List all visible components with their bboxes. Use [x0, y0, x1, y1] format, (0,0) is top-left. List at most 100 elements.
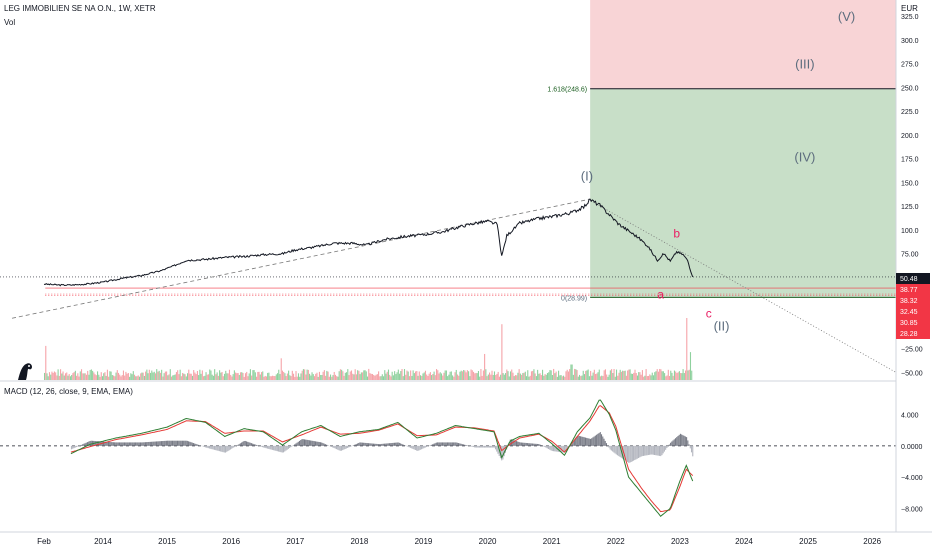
volume-bar	[686, 318, 688, 380]
histogram-bar	[338, 445, 340, 451]
histogram-bar	[285, 445, 287, 451]
volume-bar	[83, 373, 85, 380]
volume-bar	[212, 375, 214, 380]
volume-bar	[148, 369, 150, 380]
histogram-bar	[245, 441, 248, 446]
histogram-bar	[141, 442, 143, 446]
histogram-bar	[228, 445, 230, 451]
histogram-bar	[665, 445, 667, 450]
volume-bar	[407, 371, 409, 380]
histogram-bar	[630, 445, 632, 463]
volume-bar	[200, 373, 202, 380]
volume-bar	[362, 372, 364, 380]
histogram-bar	[571, 443, 573, 446]
histogram-bar	[401, 443, 403, 446]
histogram-bar	[117, 442, 119, 446]
histogram-bar	[174, 440, 176, 446]
histogram-bar	[120, 442, 122, 446]
volume-bar	[252, 370, 254, 380]
histogram-bar	[403, 445, 405, 446]
price-tick-label: 150.0	[901, 180, 919, 187]
time-tick-label: 2014	[94, 537, 112, 546]
volume-bar	[92, 370, 94, 380]
volume-bar	[310, 375, 312, 380]
volume-bar	[400, 371, 402, 380]
volume-bar	[167, 375, 169, 380]
volume-bar	[315, 373, 317, 380]
histogram-bar	[508, 442, 510, 446]
histogram-bar	[181, 440, 183, 446]
histogram-bar	[384, 443, 386, 446]
histogram-bar	[196, 444, 198, 446]
fib-target-zone[interactable]	[590, 0, 896, 89]
histogram-bar	[460, 443, 462, 446]
volume-bar	[124, 375, 126, 380]
volume-bar	[226, 373, 228, 380]
histogram-bar	[290, 445, 292, 448]
histogram-bar	[376, 443, 378, 446]
histogram-bar	[85, 442, 87, 446]
histogram-bar	[266, 445, 269, 449]
histogram-bar	[83, 443, 85, 446]
volume-bar	[652, 375, 655, 380]
histogram-bar	[313, 441, 315, 446]
price-badge-label: 32.45	[900, 309, 918, 316]
volume-bar	[517, 372, 519, 380]
histogram-bar	[173, 440, 175, 446]
histogram-bar	[496, 445, 498, 452]
volume-legend: Vol	[4, 18, 16, 27]
volume-bar	[394, 371, 396, 380]
volume-bar	[668, 376, 671, 380]
histogram-bar	[540, 445, 542, 446]
histogram-bar	[319, 442, 322, 446]
volume-bar	[629, 369, 631, 380]
volume-bar	[633, 372, 635, 380]
volume-bar	[587, 369, 589, 380]
fib-extension-zone[interactable]	[590, 88, 896, 298]
volume-bar	[211, 374, 213, 380]
volume-bar	[328, 376, 330, 380]
histogram-bar	[110, 442, 112, 446]
fibonacci-extension[interactable]: 1.618(248.6) 0(28.99)	[547, 0, 896, 302]
volume-bar	[640, 374, 642, 380]
volume-bar	[578, 374, 581, 380]
volume-bar	[437, 370, 439, 380]
volume-bar	[646, 376, 648, 380]
histogram-bar	[207, 445, 209, 449]
volume-bar	[502, 373, 504, 380]
histogram-bar	[422, 445, 424, 449]
histogram-bar	[660, 445, 662, 457]
histogram-bar	[339, 445, 341, 451]
histogram-bar	[517, 441, 519, 446]
volume-bar	[439, 372, 441, 380]
histogram-bar	[666, 445, 668, 449]
volume-bar	[157, 371, 159, 380]
histogram-bar	[598, 432, 600, 446]
histogram-bar	[396, 442, 398, 446]
histogram-bar	[600, 434, 603, 446]
histogram-bar	[254, 444, 256, 446]
histogram-bar	[168, 440, 170, 446]
volume-bar	[681, 373, 683, 380]
histogram-bar	[243, 440, 245, 446]
volume-bar	[365, 371, 367, 380]
volume-bar	[477, 370, 480, 380]
volume-bar	[325, 375, 327, 380]
currency-label: EUR	[901, 4, 918, 13]
volume-bar	[105, 375, 107, 380]
volume-bar	[501, 324, 503, 380]
histogram-bar	[322, 443, 324, 446]
histogram-bar	[211, 445, 213, 450]
histogram-bar	[281, 445, 283, 453]
volume-bar	[639, 372, 641, 380]
price-badge	[896, 295, 930, 306]
histogram-bar	[550, 445, 552, 451]
volume-bar	[449, 371, 451, 380]
histogram-bar	[143, 442, 145, 446]
histogram-bar	[265, 445, 267, 449]
volume-bar	[677, 372, 679, 380]
volume-bar	[278, 369, 280, 380]
volume-bar	[614, 376, 616, 380]
volume-bar	[62, 371, 64, 380]
